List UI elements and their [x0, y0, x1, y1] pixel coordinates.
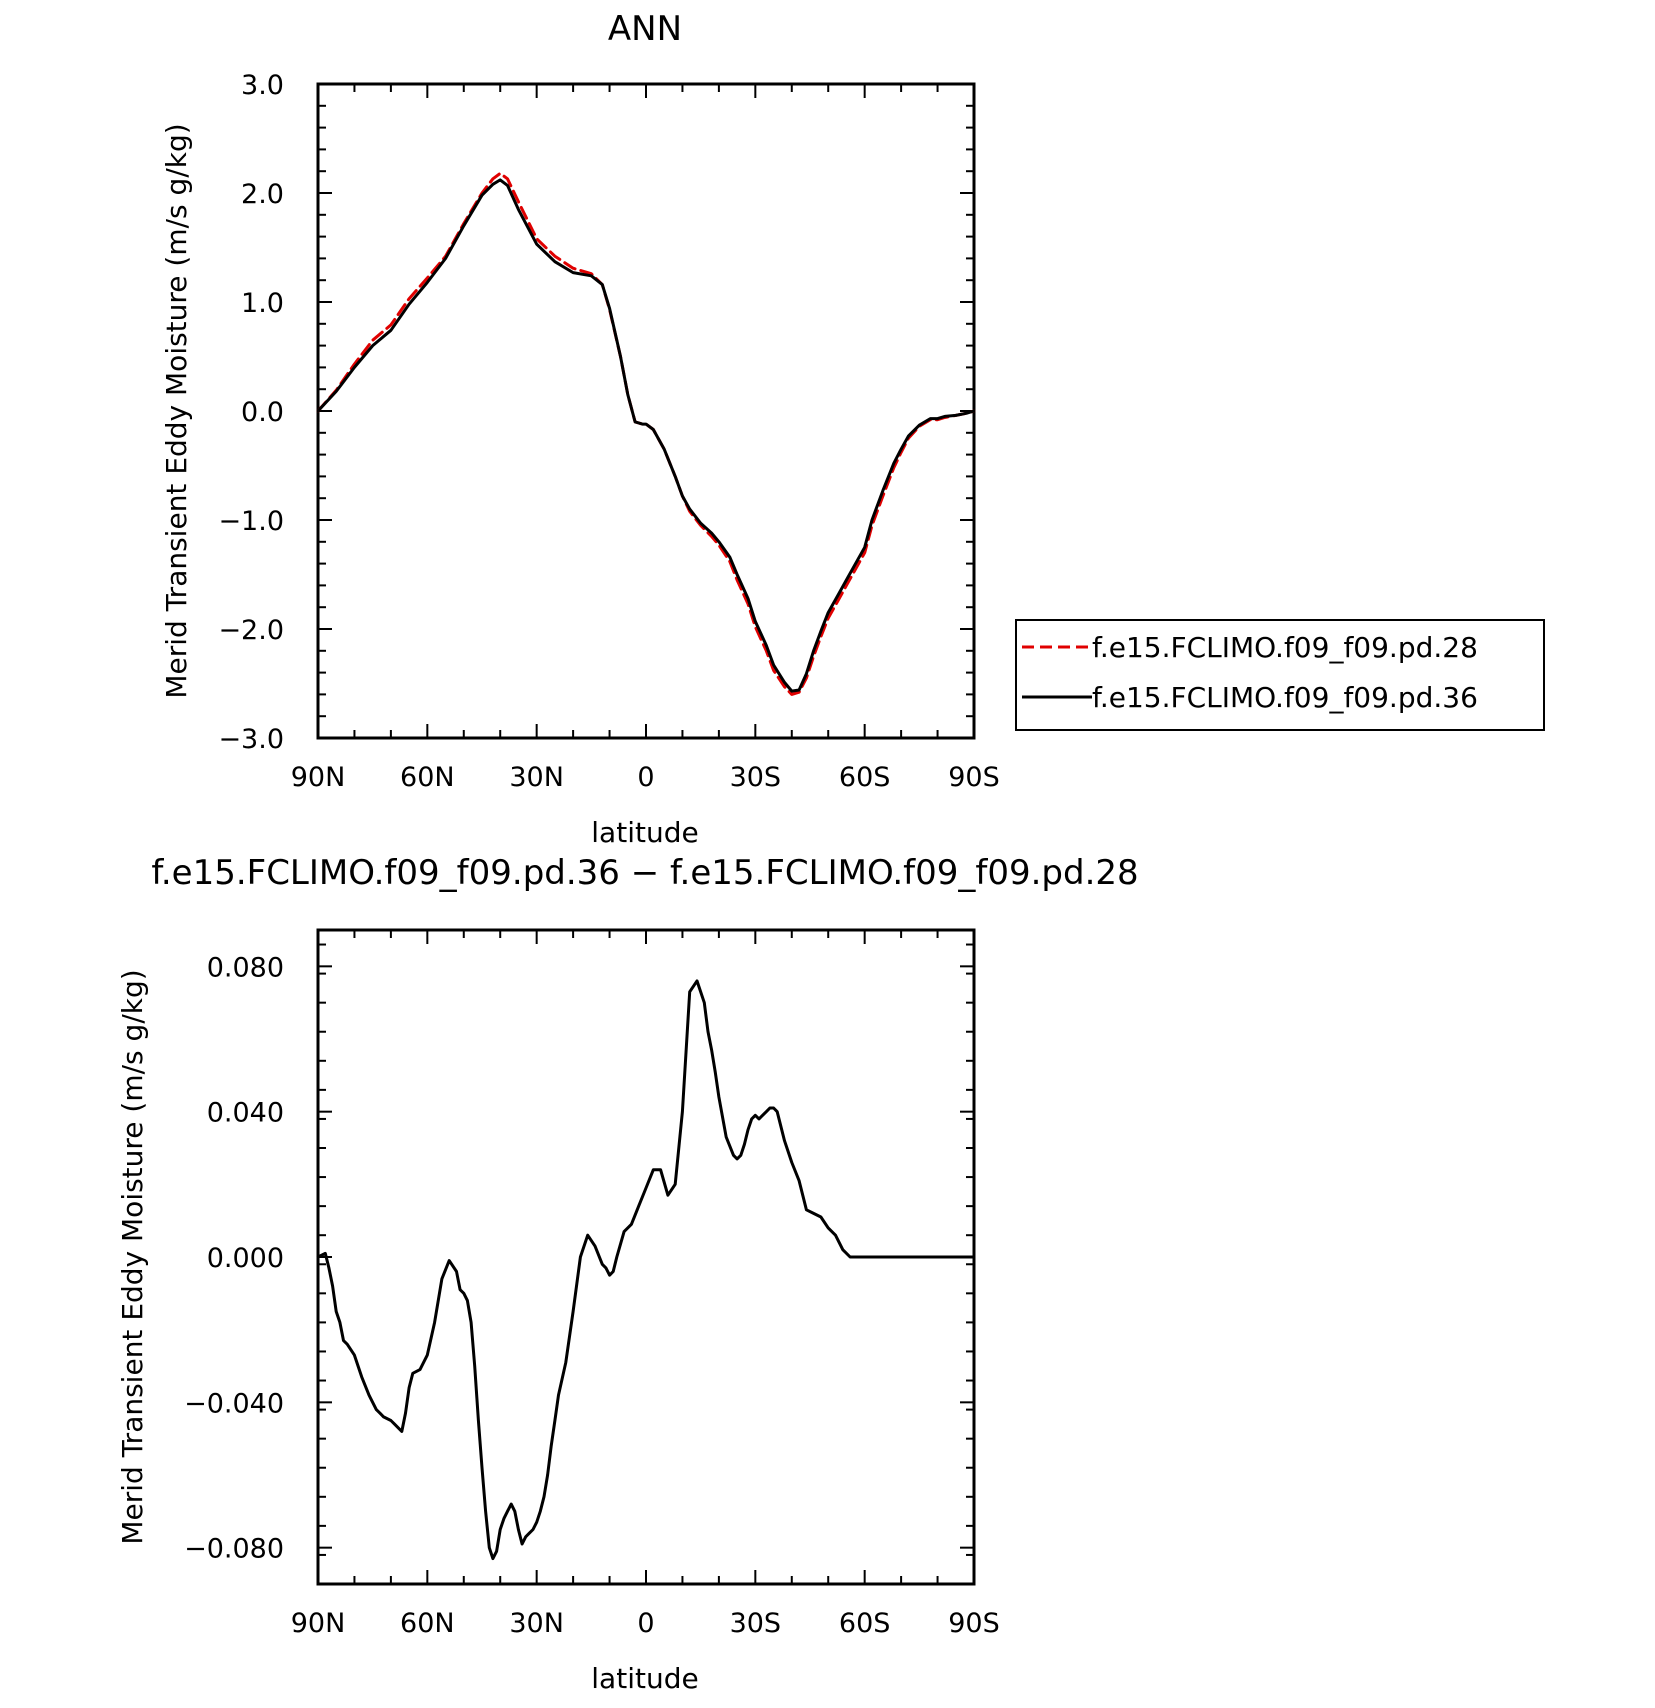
top-panel: ANN 90N 60N 30N 0 30S 60S 90S 3.0 2.0 1.0 0.0 −1.0… [160, 9, 1000, 849]
bottom-x-tick-label: 60S [839, 1608, 891, 1639]
top-y-tick-label: 2.0 [241, 179, 284, 210]
top-x-axis-label: latitude [591, 816, 698, 849]
bottom-y-tick-label: −0.080 [184, 1534, 284, 1565]
top-series-line-1 [316, 178, 976, 693]
bottom-y-tick-label: 0.080 [207, 952, 284, 983]
bottom-x-tick-label: 90S [948, 1608, 1000, 1639]
top-y-ticks: 3.0 2.0 1.0 0.0 −1.0 −2.0 −3.0 [218, 70, 974, 755]
top-y-tick-label: 0.0 [241, 397, 284, 428]
top-x-tick-label: 60S [839, 762, 891, 793]
bottom-x-ticks: 90N 60N 30N 0 30S 60S 90S [291, 930, 1000, 1639]
top-y-tick-label: −2.0 [218, 615, 284, 646]
top-series-lines [316, 171, 976, 696]
top-plot-frame [316, 82, 976, 740]
top-x-tick-label: 30S [730, 762, 782, 793]
legend-box [1015, 619, 1545, 731]
top-x-tick-label: 90S [948, 762, 1000, 793]
bottom-series-line-0 [316, 979, 976, 1561]
top-chart-title: ANN [608, 9, 682, 49]
bottom-y-tick-label: −0.040 [184, 1388, 284, 1419]
bottom-panel: f.e15.FCLIMO.f09_f09.pd.36 − f.e15.FCLIM… [116, 853, 1139, 1695]
top-x-tick-label: 30N [509, 762, 564, 793]
bottom-x-tick-label: 30N [509, 1608, 564, 1639]
legend-label-pd36: f.e15.FCLIMO.f09_f09.pd.36 [1092, 681, 1478, 714]
top-y-tick-label: −3.0 [218, 724, 284, 755]
bottom-y-tick-label: 0.000 [207, 1243, 284, 1274]
top-x-tick-label: 0 [637, 762, 654, 793]
top-x-tick-label: 90N [291, 762, 346, 793]
top-y-tick-label: 1.0 [241, 288, 284, 319]
top-series-line-0 [316, 171, 976, 696]
top-y-axis-label: Merid Transient Eddy Moisture (m/s g/kg) [160, 123, 193, 698]
bottom-x-tick-label: 30S [730, 1608, 782, 1639]
top-x-ticks: 90N 60N 30N 0 30S 60S 90S [291, 84, 1000, 793]
bottom-x-tick-label: 0 [637, 1608, 654, 1639]
bottom-chart-title: f.e15.FCLIMO.f09_f09.pd.36 − f.e15.FCLIM… [151, 853, 1138, 893]
top-x-tick-label: 60N [400, 762, 455, 793]
top-y-tick-label: −1.0 [218, 506, 284, 537]
bottom-x-axis-label: latitude [591, 1662, 698, 1695]
legend-label-pd28: f.e15.FCLIMO.f09_f09.pd.28 [1092, 631, 1478, 664]
bottom-y-axis-label: Merid Transient Eddy Moisture (m/s g/kg) [116, 969, 149, 1544]
legend: f.e15.FCLIMO.f09_f09.pd.28 f.e15.FCLIMO.… [1015, 619, 1545, 731]
bottom-x-tick-label: 90N [291, 1608, 346, 1639]
bottom-series-lines [316, 979, 976, 1561]
top-y-tick-label: 3.0 [241, 70, 284, 101]
bottom-x-tick-label: 60N [400, 1608, 455, 1639]
bottom-y-ticks: 0.080 0.040 0.000 −0.040 −0.080 [184, 943, 974, 1585]
bottom-y-tick-label: 0.040 [207, 1098, 284, 1129]
